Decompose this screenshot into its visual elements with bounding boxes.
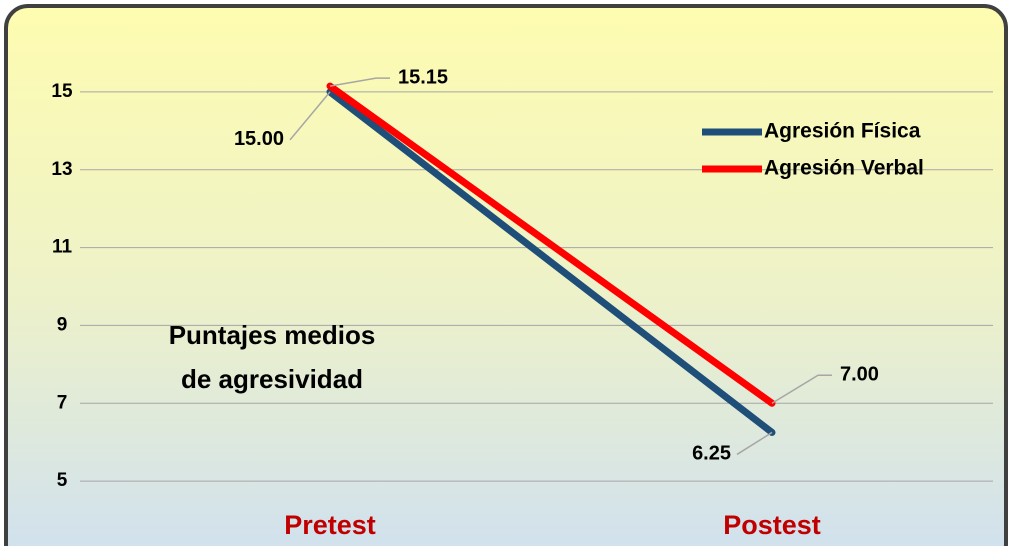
data-label: 6.25 <box>692 443 731 465</box>
annotation: de agresividad <box>181 364 363 394</box>
label-leader <box>289 91 331 141</box>
chart-frame <box>4 4 1008 546</box>
legend-label: Agresión Física <box>764 120 921 143</box>
y-tick-label: 9 <box>57 314 68 335</box>
series-line <box>326 82 776 407</box>
y-tick-label: 7 <box>57 392 68 413</box>
y-tick-label: 5 <box>57 470 68 491</box>
data-label: 7.00 <box>840 364 879 386</box>
y-tick-label: 13 <box>51 159 72 180</box>
label-leader <box>736 431 773 456</box>
y-tick-label: 15 <box>51 81 73 102</box>
x-tick-label: Pretest <box>284 510 376 540</box>
data-label: 15.15 <box>398 66 448 88</box>
label-leader <box>771 374 832 404</box>
series-line <box>326 88 776 436</box>
x-tick-label: Postest <box>723 510 821 540</box>
legend-label: Agresión Verbal <box>764 157 924 180</box>
data-label: 15.00 <box>234 128 284 150</box>
y-tick-label: 11 <box>52 237 73 258</box>
label-leader <box>329 77 390 87</box>
annotation: Puntajes medios <box>169 320 376 350</box>
